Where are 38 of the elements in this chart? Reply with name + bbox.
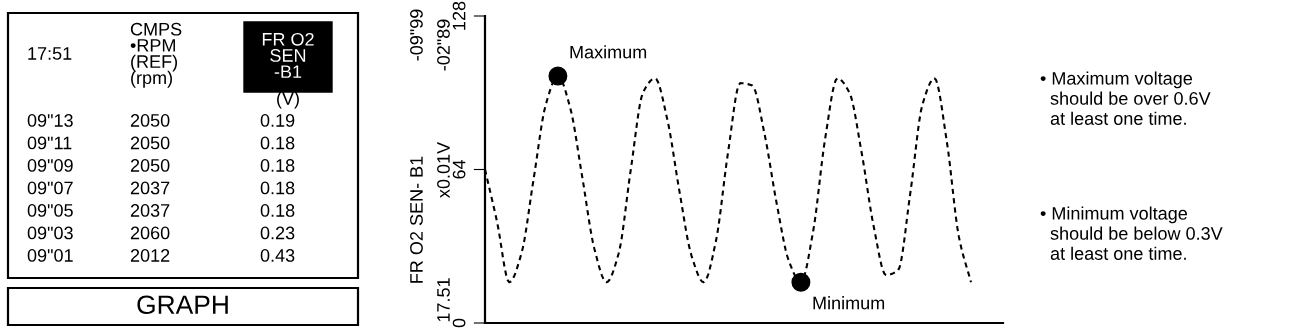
text: 0.18 [260,181,295,195]
text: 2037 [130,181,170,195]
text: 09"01 [27,249,73,262]
text: 0.23 [260,226,295,240]
text: 2050 [130,114,170,127]
text: 09"03 [27,226,73,240]
text: GRAPH [137,295,228,315]
y-tick-label: 0 [452,318,466,328]
y-tick-label: 128 [452,1,466,30]
text: 2060 [130,226,170,240]
text: -09"99 [410,9,423,61]
text: 2050 [130,159,170,172]
text: 0.18 [260,159,295,172]
text: 09"07 [27,181,73,195]
text: 17.51 [437,278,450,322]
text: x0.01V [437,141,450,198]
text: • Minimum voltage should be below 0.3V at least one time. [1040,206,1223,260]
text: 09"09 [27,159,73,172]
text: 2037 [130,204,170,217]
text: FR O2 SEN -B1 [262,32,314,78]
text: 09"11 [27,136,72,150]
annotation: Minimum [813,296,885,310]
text: -02"89 [437,19,450,71]
text: 09"05 [27,204,73,217]
text: 0.18 [260,204,295,217]
y-axis-title: FR O2 SEN- B1 [410,156,423,283]
text: • Maximum voltage should be over 0.6V at least one time. [1040,71,1211,125]
text: 0.18 [260,136,295,150]
annotation: Maximum [570,45,647,59]
y-tick-label: 64 [452,159,466,179]
text: 09"13 [27,114,73,127]
text: 17:51 [28,47,72,60]
text: 0.43 [260,249,295,262]
text: CMPS •RPM (REF) (rpm) [130,22,182,88]
text: (V) [277,91,299,109]
text: 2050 [130,136,170,150]
text: 2012 [130,249,170,262]
text: 0.19 [260,114,295,127]
